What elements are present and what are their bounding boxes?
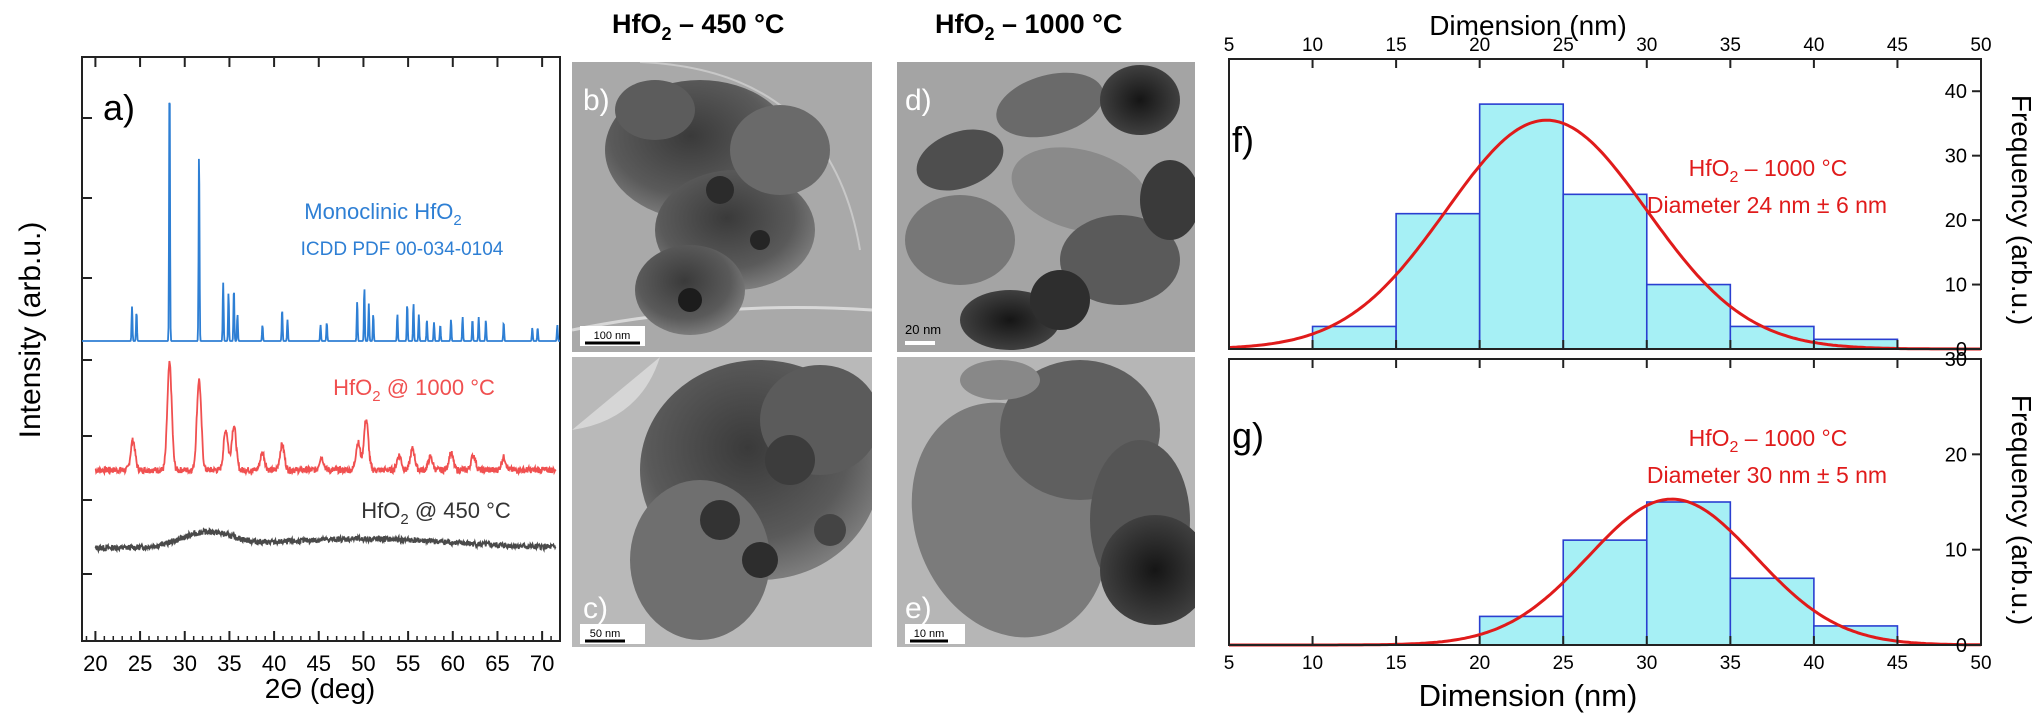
sample-450-label: HfO2 @ 450 °C bbox=[361, 498, 511, 528]
histogram-frame bbox=[1228, 358, 1982, 646]
xrd-x-tick-label: 25 bbox=[128, 651, 152, 676]
f-annotation-title: HfO2 – 1000 °C bbox=[1689, 155, 1848, 186]
histogram-frame bbox=[1228, 58, 1982, 350]
histogram-y-tick-label: 20 bbox=[1945, 210, 1967, 232]
scale-text-c: 50 nm bbox=[590, 628, 621, 640]
bottom-x-axis-label: Dimension (nm) bbox=[1419, 678, 1638, 713]
histogram-x-tick-label: 30 bbox=[1636, 35, 1657, 56]
g-y-axis-label: Frequency (arb.u.) bbox=[2006, 395, 2037, 625]
histogram-x-tick-label: 15 bbox=[1386, 35, 1407, 56]
xrd-x-tick-label: 55 bbox=[396, 651, 420, 676]
header-450: HfO2 – 450 °C bbox=[612, 9, 784, 44]
g-panel-label: g) bbox=[1232, 415, 1264, 456]
xrd-x-tick-label: 45 bbox=[307, 651, 331, 676]
tem-label-e: e) bbox=[905, 592, 932, 625]
tem-image-b bbox=[572, 62, 872, 352]
scale-text-e: 10 nm bbox=[914, 628, 945, 640]
histogram-x-tick-label: 40 bbox=[1803, 653, 1824, 674]
xrd-x-tick-label: 20 bbox=[83, 651, 107, 676]
tem-label-d: d) bbox=[905, 84, 932, 117]
histogram-y-tick-label: 30 bbox=[1945, 349, 1967, 371]
f-y-axis-label: Frequency (arb.u.) bbox=[2006, 95, 2037, 325]
sample-450-pattern-line bbox=[94, 527, 557, 555]
histogram-y-tick-label: 30 bbox=[1945, 146, 1967, 168]
reference-pattern-line bbox=[82, 102, 560, 343]
tem-image-c bbox=[572, 357, 872, 647]
xrd-panel: a) Intensity (arb.u.) 2Θ (deg) 20 25 30 35 4… bbox=[14, 56, 561, 704]
sample-1000-label: HfO2 @ 1000 °C bbox=[333, 375, 495, 405]
f-panel-label: f) bbox=[1232, 119, 1254, 160]
xrd-x-tick-label: 50 bbox=[351, 651, 375, 676]
scale-text-b: 100 nm bbox=[594, 330, 631, 342]
histogram-x-tick-label: 25 bbox=[1553, 35, 1574, 56]
histogram-bar bbox=[1813, 625, 1899, 646]
histogram-x-tick-label: 50 bbox=[1970, 35, 1991, 56]
histogram-x-tick-label: 10 bbox=[1302, 653, 1323, 674]
xrd-panel-label: a) bbox=[103, 87, 135, 128]
histogram-x-tick-label: 25 bbox=[1553, 653, 1574, 674]
reference-label: Monoclinic HfO2 bbox=[304, 199, 462, 229]
histogram-bar bbox=[1395, 212, 1481, 350]
histogram-y-tick-label: 0 bbox=[1956, 339, 1967, 361]
f-annotation-diameter: Diameter 24 nm ± 6 nm bbox=[1647, 192, 1887, 218]
histogram-y-tick-label: 10 bbox=[1945, 540, 1967, 562]
xrd-x-tick-label: 40 bbox=[262, 651, 286, 676]
histogram-y-tick-label: 10 bbox=[1945, 275, 1967, 297]
histogram-bar bbox=[1562, 539, 1648, 646]
header-1000: HfO2 – 1000 °C bbox=[935, 9, 1122, 44]
xrd-x-tick-label: 65 bbox=[485, 651, 509, 676]
histogram-x-tick-label: 45 bbox=[1887, 35, 1908, 56]
xrd-curves bbox=[82, 102, 560, 555]
histogram-y-tick-label: 40 bbox=[1945, 81, 1967, 103]
histogram-x-tick-label: 5 bbox=[1224, 653, 1235, 674]
xrd-x-tick-label: 60 bbox=[441, 651, 465, 676]
xrd-x-tick-label: 30 bbox=[173, 651, 197, 676]
histogram-x-tick-label: 35 bbox=[1720, 653, 1741, 674]
histogram-x-tick-label: 10 bbox=[1302, 35, 1323, 56]
tem-image-e bbox=[897, 357, 1195, 647]
g-annotation-diameter: Diameter 30 nm ± 5 nm bbox=[1647, 462, 1887, 488]
histogram-x-tick-label: 35 bbox=[1720, 35, 1741, 56]
histogram-x-tick-label: 30 bbox=[1636, 653, 1657, 674]
histogram-g: 5 10 15 20 25 30 35 40 45 500 10 20 30 bbox=[1224, 349, 1992, 674]
histogram-bar bbox=[1478, 103, 1565, 350]
scale-text-d: 20 nm bbox=[905, 322, 941, 337]
histogram-y-tick-label: 20 bbox=[1945, 444, 1967, 466]
scale-box-b bbox=[580, 326, 645, 346]
xrd-x-axis-label: 2Θ (deg) bbox=[265, 673, 376, 704]
histogram-bar bbox=[1645, 501, 1732, 646]
xrd-x-tick-label: 70 bbox=[530, 651, 554, 676]
histogram-y-tick-label: 0 bbox=[1956, 635, 1967, 657]
scale-box-c bbox=[580, 624, 645, 644]
histogram-bar bbox=[1729, 577, 1815, 646]
histogram-bar bbox=[1562, 193, 1648, 350]
xrd-x-tick-label: 35 bbox=[217, 651, 241, 676]
tem-label-b: b) bbox=[583, 84, 610, 117]
top-x-axis-label: Dimension (nm) bbox=[1429, 10, 1627, 41]
histogram-x-tick-label: 5 bbox=[1224, 35, 1235, 56]
tem-image-d bbox=[897, 62, 1195, 352]
histogram-x-tick-label: 40 bbox=[1803, 35, 1824, 56]
sample-1000-pattern-line bbox=[94, 360, 557, 477]
histogram-f: 5 10 15 20 25 30 35 40 45 50 0 10 20 30 40 bbox=[1224, 35, 1992, 361]
reference-card-label: ICDD PDF 00-034-0104 bbox=[301, 239, 504, 260]
scale-box-e bbox=[905, 624, 965, 644]
g-annotation-title: HfO2 – 1000 °C bbox=[1689, 425, 1848, 456]
xrd-x-ticks: 20 25 30 35 40 45 50 55 60 65 70 bbox=[82, 57, 561, 676]
histogram-x-tick-label: 15 bbox=[1386, 653, 1407, 674]
histogram-x-tick-label: 50 bbox=[1970, 653, 1991, 674]
histogram-x-tick-label: 20 bbox=[1469, 653, 1490, 674]
tem-label-c: c) bbox=[583, 592, 608, 625]
xrd-y-axis-label: Intensity (arb.u.) bbox=[14, 222, 47, 439]
histogram-x-tick-label: 45 bbox=[1887, 653, 1908, 674]
xrd-plot-frame bbox=[81, 56, 561, 642]
histogram-x-tick-label: 20 bbox=[1469, 35, 1490, 56]
gaussian-fit-line bbox=[1228, 118, 1981, 351]
